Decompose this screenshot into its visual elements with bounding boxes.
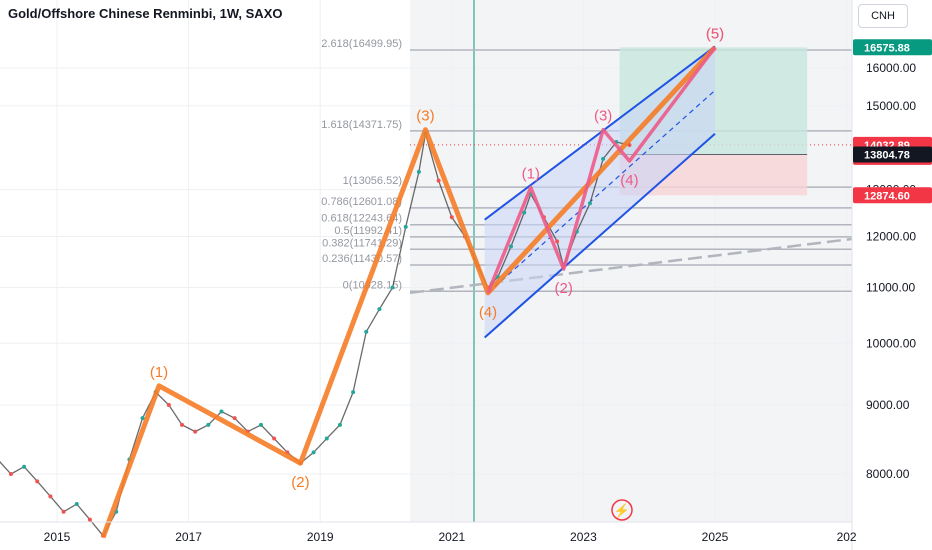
price-tag-value: 16575.88 [864,42,910,54]
sub-wave-label: (3) [594,108,612,125]
x-tick-label: 2025 [702,530,729,544]
price-point [48,494,53,499]
sub-wave-label: (1) [522,165,540,182]
price-point [587,201,592,206]
chart-title: Gold/Offshore Chinese Renminbi, 1W, SAXO [8,6,283,21]
channel-mid-line [487,89,716,294]
sub-wave-label: (5) [706,25,724,42]
primary-wave-label: (2) [291,474,309,491]
price-point [522,210,527,215]
currency-button[interactable]: CNH [858,4,908,28]
y-tick-label: 10000.00 [866,336,916,350]
price-point [324,436,329,441]
price-point [377,307,382,312]
price-point [22,464,27,469]
price-point [61,509,66,514]
fib-level-label: 0.5(11992.41) [334,225,402,237]
primary-wave-line [100,45,717,539]
primary-wave-label: (5) [706,25,724,42]
primary-wave-label: (4) [479,304,497,321]
price-point [35,479,40,484]
price-point [272,436,277,441]
price-point [180,422,185,427]
price-channel [484,45,716,339]
price-point [403,224,408,229]
price-point [87,517,92,522]
price-point [337,422,342,427]
fib-level-label: 2.618(16499.95) [321,38,402,50]
fib-level-label: 0(10928.15) [343,279,402,291]
price-point [364,329,369,334]
x-tick-label: 2023 [570,530,597,544]
price-point [193,429,198,434]
y-tick-label: 9000.00 [866,398,910,412]
x-tick-label: 202 [837,530,857,544]
y-tick-label: 8000.00 [866,467,910,481]
fib-level-label: 0.618(12243.64) [321,213,402,225]
lightning-icon [611,499,633,521]
price-point [601,156,606,161]
price-point [258,422,263,427]
price-point [166,403,171,408]
price-point [74,502,79,507]
price-point [436,178,441,183]
price-tag [853,187,932,204]
fib-level-label: 1.618(14371.75) [321,119,402,131]
price-point [390,285,395,290]
x-tick-label: 2017 [175,530,202,544]
fib-level-label: 0.786(12601.08) [321,196,402,208]
price-point [206,422,211,427]
price-point [351,390,356,395]
price-tag [853,146,932,163]
lightning-glyph: ⚡ [614,503,630,519]
price-point [232,416,237,421]
price-point [219,409,224,414]
fibonacci-retracement: 2.618(16499.95) 1.618(14371.75) 1(13056.52… [321,38,853,295]
price-tag [853,39,932,56]
price-point [416,169,421,174]
x-tick-label: 2021 [438,530,465,544]
channel-upper-line [484,45,716,221]
price-point [449,215,454,220]
y-tick-label: 11000.00 [866,280,915,294]
elliott-waves: (1)(2)(3)(4)(5)(1)(2)(3)(4)(5) [100,25,724,539]
channel-fill [484,46,715,338]
x-tick-label: 2015 [44,530,71,544]
price-point [140,416,145,421]
price-point [509,244,514,249]
price-point [8,472,13,476]
sub-wave-line [486,46,717,294]
fib-level-label: 1(13056.52) [343,175,402,187]
x-tick-label: 2019 [307,530,334,544]
price-point [555,239,560,244]
y-tick-label: 16000.00 [866,61,916,75]
y-tick-label: 15000.00 [866,99,916,113]
sub-wave-label: (2) [554,280,572,297]
price-tag-value: 13804.78 [864,149,910,161]
sub-wave-label: (4) [620,172,638,189]
primary-wave-label: (3) [416,108,434,125]
price-point [311,450,316,455]
y-tick-label: 12000.00 [866,230,916,244]
price-tag-value: 12874.60 [864,190,910,202]
primary-wave-label: (1) [150,364,168,381]
fib-level-label: 0.382(11741.29) [322,237,402,249]
channel-lower-line [484,133,716,339]
dashed-trend-line [409,237,853,295]
fib-level-label: 0.236(11430.57) [322,253,402,265]
